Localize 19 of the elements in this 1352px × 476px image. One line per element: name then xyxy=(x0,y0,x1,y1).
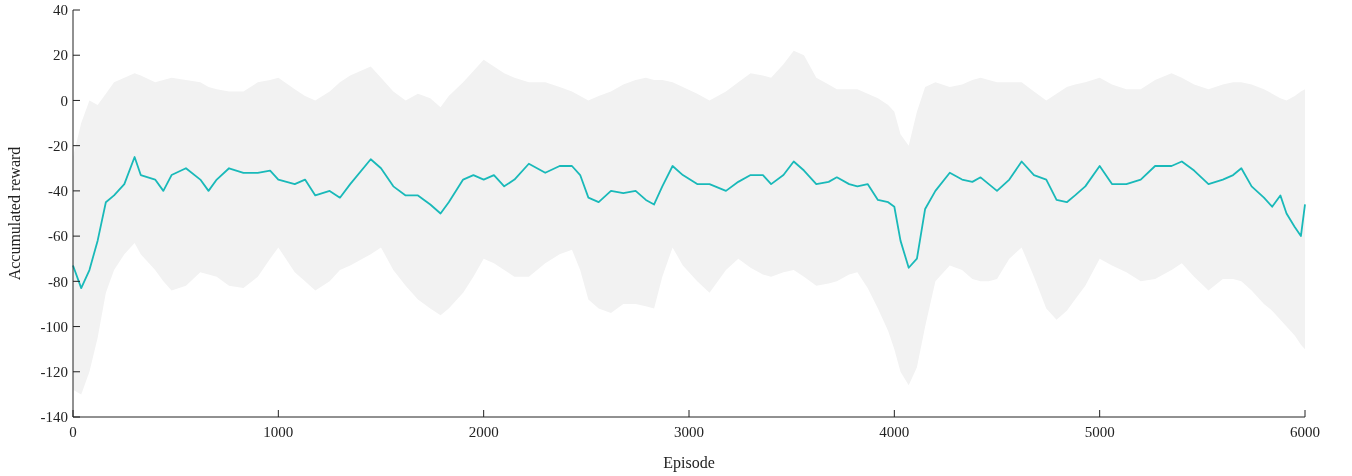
x-tick-label: 6000 xyxy=(1290,424,1320,440)
y-tick-label: -100 xyxy=(40,318,68,335)
x-tick-label: 4000 xyxy=(879,424,910,440)
x-tick-label: 5000 xyxy=(1084,424,1115,440)
y-tick-label: -80 xyxy=(48,273,68,290)
y-tick-label: 0 xyxy=(60,92,68,109)
x-tick-label: 1000 xyxy=(263,424,294,440)
x-tick-label: 2000 xyxy=(468,424,499,440)
y-tick-label: 20 xyxy=(53,47,68,64)
line-series xyxy=(72,156,1306,290)
x-tick-label: 3000 xyxy=(674,424,704,440)
y-tick-label: -40 xyxy=(48,183,68,200)
y-tick-label: -60 xyxy=(48,228,68,245)
x-axis-title: Episode xyxy=(663,454,715,472)
y-axis-title: Accumulated reward xyxy=(6,146,23,281)
y-tick-label: -140 xyxy=(40,409,68,426)
y-tick-label: -20 xyxy=(48,137,68,154)
y-tick-label: -120 xyxy=(40,364,68,381)
y-tick-label: 40 xyxy=(53,2,68,19)
